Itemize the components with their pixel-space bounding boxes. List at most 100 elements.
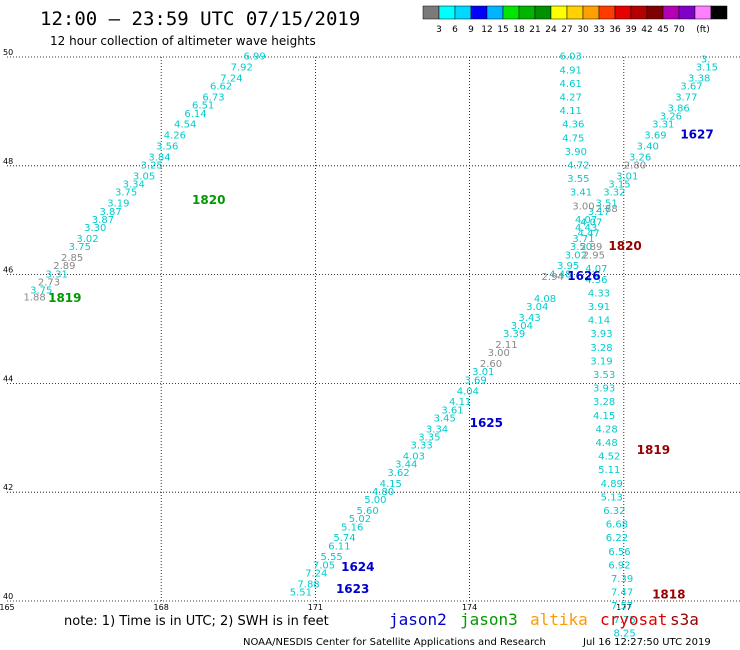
wave-height-value: 3.75 xyxy=(30,286,52,297)
wave-height-value: 3.04 xyxy=(511,321,533,332)
colorbar-label: 42 xyxy=(641,25,652,35)
wave-height-value: 3.84 xyxy=(148,152,170,163)
colorbar-swatch xyxy=(582,5,600,20)
wave-height-value: 6.68 xyxy=(606,520,628,531)
wave-height-value: 3.26 xyxy=(660,112,682,123)
wave-height-value: 4.47 xyxy=(578,229,600,240)
wave-height-value: 2.88 xyxy=(596,204,618,215)
colorbar-swatch xyxy=(550,5,568,20)
colorbar-swatch xyxy=(678,5,696,20)
colorbar-label: 15 xyxy=(497,25,508,35)
wave-height-value: 3.69 xyxy=(644,131,666,142)
wave-height-value: 6.56 xyxy=(608,547,630,558)
legend-entry-jason2: jason2 xyxy=(389,610,447,629)
wave-height-value: 3.43 xyxy=(518,313,540,324)
colorbar-swatch xyxy=(614,5,632,20)
wave-height-value: 4.48 xyxy=(549,269,571,280)
colorbar-label: 27 xyxy=(561,25,572,35)
wave-height-value: 2.94 xyxy=(542,272,564,283)
wave-height-value: 5.11 xyxy=(598,465,620,476)
chart-title: 12:00 — 23:59 UTC 07/15/2019 xyxy=(40,8,360,30)
wave-height-value: 2.89 xyxy=(53,261,75,272)
colorbar-swatch xyxy=(598,5,616,20)
wave-height-value: 3.69 xyxy=(464,375,486,386)
legend-entry-jason3: jason3 xyxy=(460,610,518,629)
wave-height-value: 4.04 xyxy=(457,386,479,397)
wave-height-value: 2.85 xyxy=(61,253,83,264)
wave-height-value: 7.57 xyxy=(611,601,633,612)
wave-height-value: 3.61 xyxy=(441,405,463,416)
wave-height-value: 4.36 xyxy=(562,120,584,131)
wave-height-value: 3.71 xyxy=(572,234,594,245)
pass-time-label: 1820 xyxy=(608,239,641,253)
colorbar-label: 9 xyxy=(468,25,474,35)
wave-height-value: 3.45 xyxy=(434,413,456,424)
wave-height-value: 3.30 xyxy=(84,223,106,234)
wave-height-value: 4.80 xyxy=(372,487,394,498)
wave-height-value: 3.00 xyxy=(572,201,594,212)
wave-height-value: 4.72 xyxy=(567,161,589,172)
wave-height-value: 3.39 xyxy=(503,329,525,340)
wave-height-value: 4.15 xyxy=(380,479,402,490)
wave-height-value: 1.88 xyxy=(23,293,45,304)
wave-height-value: 6.03 xyxy=(560,52,582,63)
wave-height-value: 3.32 xyxy=(603,188,625,199)
wave-height-value: 2.73 xyxy=(38,277,60,288)
wave-height-value: 3.31 xyxy=(652,120,674,131)
wave-height-value: 3.28 xyxy=(593,397,615,408)
wave-height-value: 3.56 xyxy=(156,141,178,152)
wave-height-value: 3.87 xyxy=(92,215,114,226)
colorbar-swatch xyxy=(662,5,680,20)
legend-entry-altika: altika xyxy=(530,610,588,629)
wave-height-value: 3.33 xyxy=(410,441,432,452)
colorbar-swatch xyxy=(646,5,664,20)
wave-height-value: 3. xyxy=(701,54,711,65)
wave-height-value: 4.33 xyxy=(588,288,610,299)
wave-height-value: 3.31 xyxy=(46,269,68,280)
wave-height-value: 4.07 xyxy=(580,218,602,229)
wave-height-value: 4.28 xyxy=(596,424,618,435)
wave-height-value: 3.75 xyxy=(115,188,137,199)
wave-height-value: 3.15 xyxy=(608,180,630,191)
wave-height-value: 3.93 xyxy=(590,329,612,340)
wave-height-value: 4.48 xyxy=(596,438,618,449)
wave-height-value: 6.22 xyxy=(606,533,628,544)
pass-time-label: 1626 xyxy=(567,269,600,283)
wave-height-value: 4.54 xyxy=(174,120,196,131)
wave-height-value: 3.55 xyxy=(567,174,589,185)
y-tick-label: 46 xyxy=(3,266,13,275)
pass-labels: 1819 1820 1818 1819 1820 1623 1624 1625 1626 1627 xyxy=(48,128,714,602)
wave-height-value: 8.25 xyxy=(614,628,636,639)
colorbar-label: 70 xyxy=(673,25,685,35)
wave-height-value: 3.90 xyxy=(565,147,587,158)
colorbar-swatch xyxy=(422,5,440,20)
wave-height-value: 2.89 xyxy=(580,242,602,253)
wave-height-value: 3.40 xyxy=(637,141,659,152)
wave-height-value: 7.24 xyxy=(305,569,327,580)
wave-height-value: 3.41 xyxy=(570,188,592,199)
colorbar-label: 39 xyxy=(625,25,637,35)
chart-subtitle: 12 hour collection of altimeter wave hei… xyxy=(50,34,316,48)
colorbar: 3 6 9 12 15 18 21 24 27 30 33 36 39 42 45 70 (ft) xyxy=(422,5,728,35)
pass-time-label: 1627 xyxy=(680,128,713,142)
colorbar-swatch xyxy=(694,5,712,20)
y-tick-label: 48 xyxy=(3,157,13,166)
colorbar-label: 18 xyxy=(513,25,525,35)
pass-time-label: 1624 xyxy=(341,560,374,574)
y-tick-label: 40 xyxy=(3,592,13,601)
wave-height-value: 3.75 xyxy=(69,242,91,253)
wave-height-value: 5.02 xyxy=(349,514,371,525)
wave-height-value: 3.38 xyxy=(688,73,710,84)
wave-height-value: 2.60 xyxy=(480,359,502,370)
wave-height-value: 2.80 xyxy=(624,161,646,172)
plot-grid: 165 168 171 174 177 40 42 44 46 48 50 xyxy=(0,48,740,612)
pass-time-label: 1818 xyxy=(652,587,685,601)
wave-height-value: 5.16 xyxy=(341,522,363,533)
wave-height-value: 3.26 xyxy=(629,152,651,163)
legend-entry-s3a: s3a xyxy=(670,610,699,629)
colorbar-swatch xyxy=(438,5,456,20)
colorbar-swatch xyxy=(502,5,520,20)
wave-height-value: 2.95 xyxy=(583,250,605,261)
colorbar-swatch xyxy=(486,5,504,20)
wave-height-value: 4.03 xyxy=(403,452,425,463)
